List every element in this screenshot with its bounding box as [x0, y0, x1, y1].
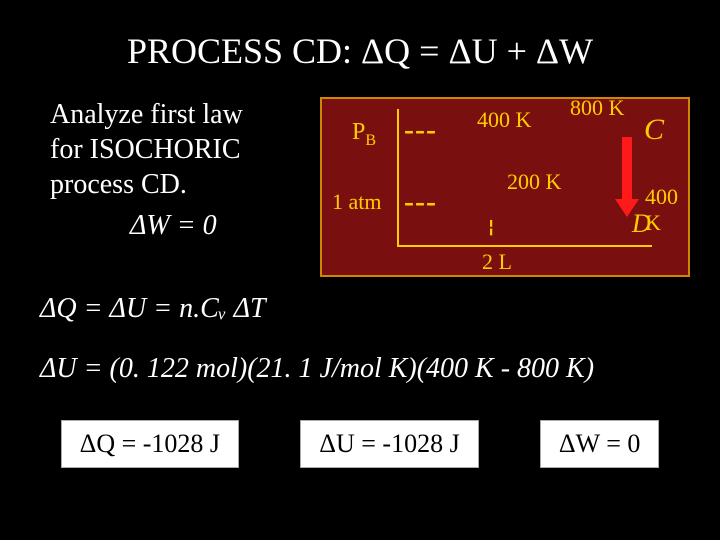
slide-title: PROCESS CD: ΔQ = ΔU + ΔW [0, 0, 720, 72]
pv-diagram: --- --- -- PB 1 atm 400 K 800 K 200 K 40… [320, 97, 690, 277]
arrow-head-icon [615, 199, 639, 217]
label-2l: 2 L [482, 249, 512, 275]
dw-zero: ΔW = 0 [130, 208, 315, 243]
text-line: for ISOCHORIC [50, 132, 315, 167]
label-pb: PB [352, 119, 376, 150]
arrow-cd [622, 137, 639, 217]
content-row: Analyze first law for ISOCHORIC process … [0, 97, 720, 277]
dash-bottom: --- [404, 185, 437, 219]
results-row: ΔQ = -1028 J ΔU = -1028 J ΔW = 0 [0, 420, 720, 468]
tick-2l: -- [478, 219, 508, 236]
arrow-line [622, 137, 632, 199]
result-dq: ΔQ = -1028 J [61, 420, 239, 468]
dq-formula: ΔQ = ΔU = n.Cᵥ ΔT [40, 293, 720, 325]
result-du: ΔU = -1028 J [300, 420, 478, 468]
x-axis [397, 245, 652, 247]
label-400k-right: 400 K [645, 184, 688, 236]
label-200k: 200 K [507, 169, 561, 195]
left-text: Analyze first law for ISOCHORIC process … [50, 97, 315, 277]
y-axis [397, 109, 399, 247]
diagram-wrap: --- --- -- PB 1 atm 400 K 800 K 200 K 40… [315, 97, 690, 277]
label-400k: 400 K [477, 107, 531, 133]
label-800k: 800 K [570, 95, 624, 121]
result-dw: ΔW = 0 [540, 420, 659, 468]
du-calculation: ΔU = (0. 122 mol)(21. 1 J/mol K)(400 K -… [40, 353, 720, 385]
text-line: Analyze first law [50, 97, 315, 132]
text-line: process CD. [50, 167, 315, 202]
point-c: C [644, 113, 664, 147]
label-1atm: 1 atm [332, 189, 382, 215]
dash-top: --- [404, 113, 437, 147]
